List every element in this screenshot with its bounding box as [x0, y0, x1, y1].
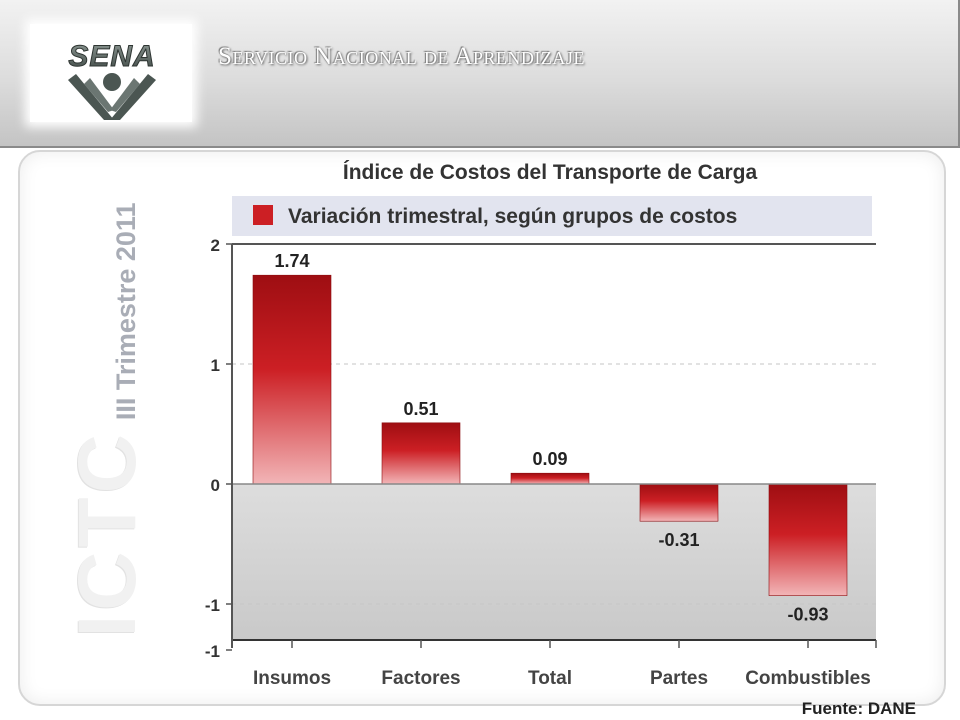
data-label: 1.74 — [274, 251, 309, 271]
y-tick-label: 1 — [211, 356, 220, 375]
chart-title: Índice de Costos del Transporte de Carga — [343, 161, 758, 184]
source-note: Fuente: DANE — [801, 699, 916, 718]
bar-total — [510, 472, 590, 485]
legend-swatch — [253, 205, 273, 225]
x-tick-label: Insumos — [253, 668, 331, 689]
bar-factores — [381, 422, 461, 485]
data-label: -0.93 — [787, 605, 828, 625]
legend-label: Variación trimestral, según grupos de co… — [288, 205, 737, 228]
y-tick-label: -1 — [205, 596, 220, 615]
bar-insumos — [252, 274, 332, 485]
plot-area-negative — [232, 484, 876, 640]
x-tick-label: Total — [528, 668, 572, 689]
grid-lines — [232, 363, 876, 605]
x-tick-label: Partes — [650, 668, 708, 689]
sena-logo: SENA — [30, 24, 192, 122]
y-tick-label: 2 — [211, 236, 220, 255]
x-tick-label: Combustibles — [745, 668, 871, 689]
labels: 2 1 0 -1 -1 1.74 Insumos 0.51 Factores 0.09 Total -… — [205, 236, 871, 689]
y-tick-label: -1 — [205, 642, 220, 661]
header-banner: SENA Servicio Nacional de Aprendizaje — [0, 0, 960, 148]
sena-logo-mark: SENA — [68, 40, 156, 120]
bar-partes — [639, 483, 719, 522]
bar-combustibles — [768, 483, 848, 596]
y-tick-label: 0 — [211, 476, 220, 495]
axes — [226, 243, 877, 651]
logo-text: SENA — [68, 40, 155, 73]
data-label: 0.09 — [532, 449, 567, 469]
organization-name: Servicio Nacional de Aprendizaje — [218, 43, 585, 70]
x-tick-label: Factores — [381, 668, 460, 689]
data-label: 0.51 — [403, 399, 438, 419]
legend-box — [232, 196, 872, 236]
data-label: -0.31 — [658, 530, 699, 550]
